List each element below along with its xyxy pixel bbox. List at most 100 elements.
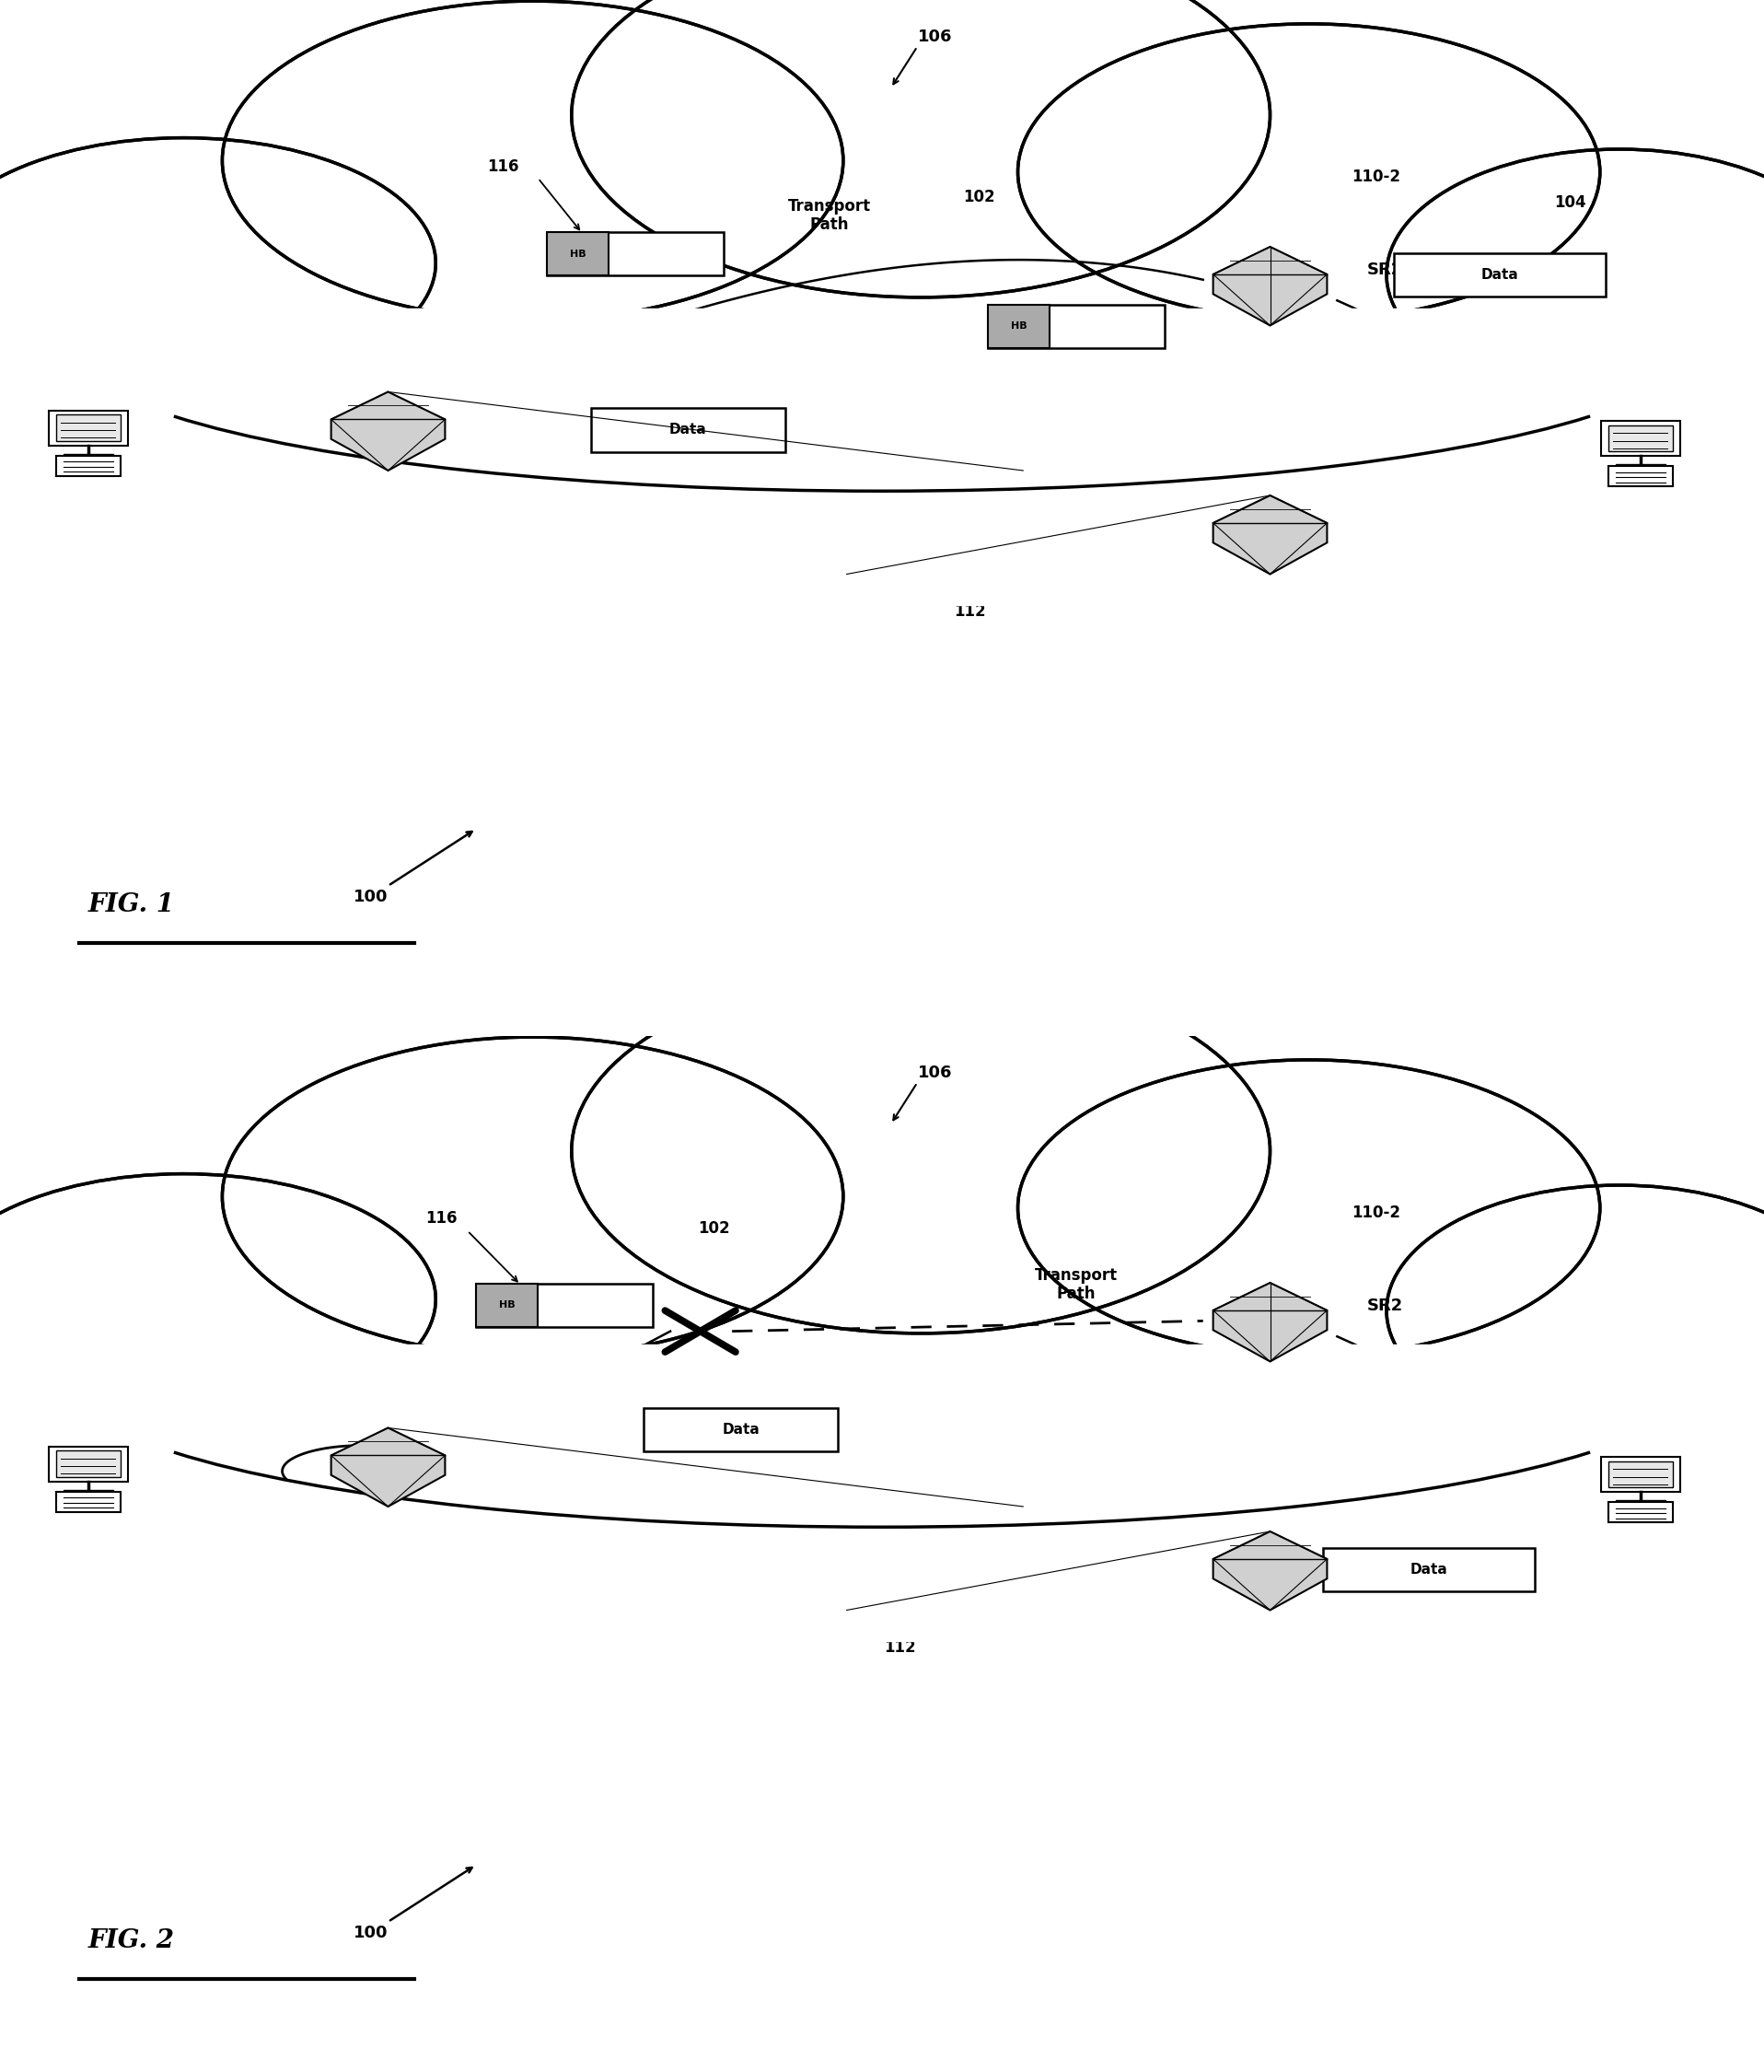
Text: 104: 104 [1554,195,1586,211]
Text: SR1: SR1 [353,499,388,516]
Text: 108-B: 108-B [1676,344,1725,361]
Bar [1602,421,1679,456]
Ellipse shape [0,141,429,385]
Text: 108-A: 108-A [46,319,95,336]
Text: FIG. 1: FIG. 1 [88,893,175,918]
Text: 102: 102 [699,1220,730,1237]
Text: 110-2: 110-2 [1351,1204,1401,1220]
Ellipse shape [222,0,843,319]
Bar [547,232,723,276]
Bar [49,1446,127,1481]
Ellipse shape [1387,149,1764,400]
Text: HB: HB [570,249,586,259]
Text: Transport
Path: Transport Path [1034,1266,1118,1303]
Bar [56,414,120,441]
Ellipse shape [0,1177,429,1421]
Text: 114: 114 [1607,1380,1639,1397]
Ellipse shape [1025,1065,1593,1351]
Text: Host A: Host A [58,1577,118,1593]
Text: Host B: Host B [1611,541,1671,557]
Text: 110-1: 110-1 [434,1345,483,1361]
Text: 104: 104 [804,1452,836,1469]
Ellipse shape [0,137,436,390]
Bar [1602,1457,1679,1492]
Bar [56,456,120,477]
Text: 112: 112 [884,1639,916,1656]
Text: Data: Data [1409,1562,1448,1577]
Ellipse shape [572,968,1270,1334]
Text: Network
Failure: Network Failure [730,1359,804,1397]
Text: SR1: SR1 [353,1535,388,1552]
Text: SR3: SR3 [1367,1577,1402,1593]
Bar [1609,425,1672,452]
Ellipse shape [106,1254,1658,1527]
Text: SR2: SR2 [1367,1297,1402,1314]
Text: 108-A: 108-A [46,1355,95,1372]
Bar [1609,1502,1672,1523]
Polygon shape [1214,495,1327,574]
Text: Data: Data [1480,267,1519,282]
Bar [476,1283,538,1326]
Ellipse shape [229,1040,836,1353]
Bar [49,410,127,445]
Text: SwitchOver: SwitchOver [476,1421,575,1438]
Bar [476,1283,653,1326]
Bar [591,408,785,452]
Text: Failover
Active
Path: Failover Active Path [670,1542,741,1598]
Text: 100: 100 [353,889,388,905]
Text: Host A: Host A [58,541,118,557]
Bar [644,1409,838,1450]
Ellipse shape [1018,1059,1600,1355]
Text: 104: 104 [751,448,783,464]
Polygon shape [332,392,445,470]
Ellipse shape [1025,27,1593,315]
Bar [1394,253,1605,296]
Text: Transport
Path: Transport Path [787,197,871,234]
Polygon shape [1214,1283,1327,1361]
Bar [1609,1461,1672,1488]
Text: 116: 116 [425,1210,457,1227]
Polygon shape [1214,247,1327,325]
Text: 112: 112 [954,603,986,620]
Ellipse shape [222,1036,843,1357]
Text: Data: Data [669,423,707,437]
Ellipse shape [579,0,1263,292]
Bar [56,1450,120,1477]
Text: 102: 102 [963,189,995,205]
Text: Data: Data [721,1423,760,1436]
Text: SR2: SR2 [1367,261,1402,278]
Text: 108-B: 108-B [1676,1380,1725,1397]
Text: 110-2: 110-2 [1351,168,1401,184]
Text: HB: HB [499,1301,515,1310]
Text: Host B: Host B [1611,1577,1671,1593]
Text: Failover
Stand-by
Path: Failover Stand-by Path [720,506,797,562]
Ellipse shape [145,1287,1619,1517]
Text: 106: 106 [917,29,953,46]
Bar [0,309,1764,605]
Text: 116: 116 [487,157,519,174]
Bar [1323,1548,1535,1591]
Text: 114: 114 [1519,520,1551,537]
Bar [0,1345,1764,1641]
Ellipse shape [1394,1189,1764,1432]
Text: 110-3: 110-3 [1387,1473,1436,1490]
Text: 106: 106 [917,1065,953,1082]
Text: 110-3: 110-3 [1387,437,1436,454]
Text: 118: 118 [1069,344,1101,361]
Bar [1609,466,1672,487]
Text: HB: HB [1011,321,1027,332]
Ellipse shape [106,218,1658,491]
Bar [988,305,1050,348]
Text: 100: 100 [353,1925,388,1941]
Ellipse shape [229,4,836,315]
Ellipse shape [1018,23,1600,319]
Text: 110-1: 110-1 [434,309,483,325]
Bar [547,232,609,276]
Ellipse shape [579,972,1263,1330]
Ellipse shape [1387,1185,1764,1436]
Ellipse shape [1394,153,1764,396]
Bar [56,1492,120,1513]
Bar [988,305,1164,348]
Ellipse shape [0,1173,436,1426]
Text: FIG. 2: FIG. 2 [88,1929,175,1954]
